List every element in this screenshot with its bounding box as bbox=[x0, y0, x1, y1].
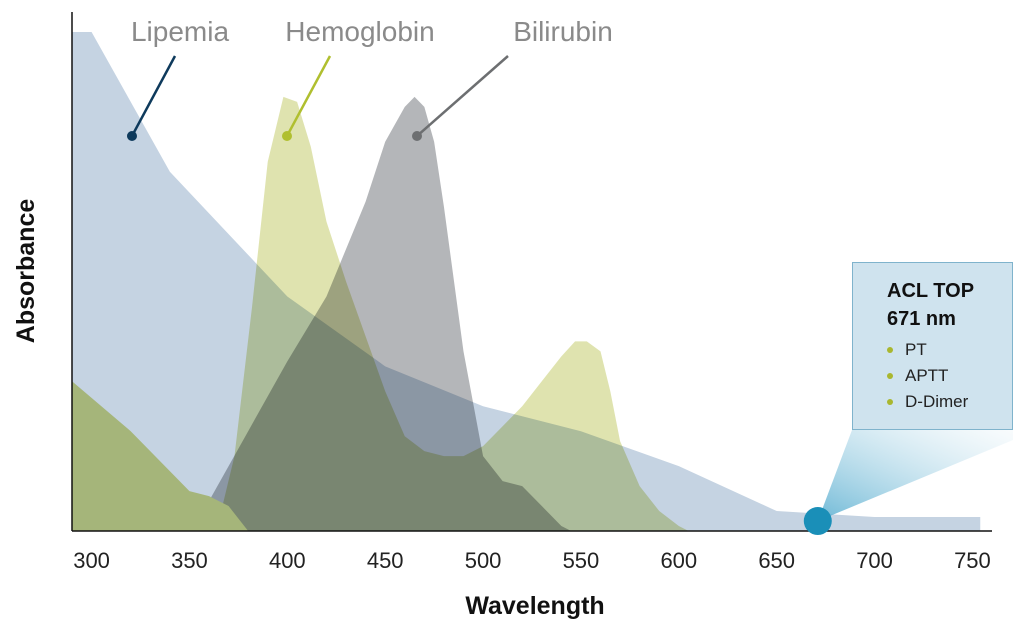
series-label-bilirubin: Bilirubin bbox=[513, 16, 613, 47]
x-tick-label: 350 bbox=[171, 548, 208, 573]
x-tick-label: 550 bbox=[563, 548, 600, 573]
chart-axes bbox=[71, 12, 992, 532]
area-unlabeled bbox=[72, 381, 249, 531]
bullet-icon bbox=[887, 373, 893, 379]
leader-line bbox=[285, 55, 332, 137]
x-tick-label: 500 bbox=[465, 548, 502, 573]
bullet-icon bbox=[887, 399, 893, 405]
series-labels: Lipemia Hemoglobin Bilirubin bbox=[131, 16, 613, 47]
x-tick-labels: 300 350 400 450 500 550 600 650 700 750 bbox=[73, 548, 991, 573]
x-tick-label: 300 bbox=[73, 548, 110, 573]
callout-item: PT bbox=[887, 337, 1012, 363]
callout-list: PT APTT D-Dimer bbox=[887, 337, 1012, 415]
callout-item: APTT bbox=[887, 363, 1012, 389]
leader-dot bbox=[127, 131, 137, 141]
leader-dot bbox=[282, 131, 292, 141]
callout-item-label: PT bbox=[905, 340, 927, 359]
area-hemoglobin bbox=[72, 96, 689, 532]
callout-item: D-Dimer bbox=[887, 389, 1012, 415]
x-tick-label: 400 bbox=[269, 548, 306, 573]
leader-dot bbox=[412, 131, 422, 141]
leader-line bbox=[416, 55, 509, 137]
callout-item-label: D-Dimer bbox=[905, 392, 969, 411]
wavelength-marker bbox=[803, 507, 832, 536]
acl-top-callout: ACL TOP 671 nm PT APTT D-Dimer bbox=[852, 262, 1013, 430]
y-axis-title: Absorbance bbox=[12, 199, 40, 344]
chart-areas bbox=[72, 32, 981, 532]
x-tick-label: 750 bbox=[954, 548, 991, 573]
x-tick-label: 650 bbox=[758, 548, 795, 573]
x-tick-label: 600 bbox=[660, 548, 697, 573]
series-label-lipemia: Lipemia bbox=[131, 16, 229, 47]
callout-title-line2: 671 nm bbox=[887, 308, 956, 330]
series-label-hemoglobin: Hemoglobin bbox=[285, 16, 434, 47]
bullet-icon bbox=[887, 347, 893, 353]
callout-title: ACL TOP 671 nm bbox=[887, 277, 1012, 333]
callout-item-label: APTT bbox=[905, 366, 949, 385]
callout-beam bbox=[817, 430, 1013, 522]
area-bilirubin bbox=[72, 96, 572, 532]
callout-title-line1: ACL TOP bbox=[887, 280, 975, 302]
x-tick-label: 450 bbox=[367, 548, 404, 573]
x-axis-title: Wavelength bbox=[465, 592, 604, 620]
leader-line bbox=[130, 55, 177, 137]
legend-leaders bbox=[127, 55, 509, 141]
x-tick-label: 700 bbox=[856, 548, 893, 573]
